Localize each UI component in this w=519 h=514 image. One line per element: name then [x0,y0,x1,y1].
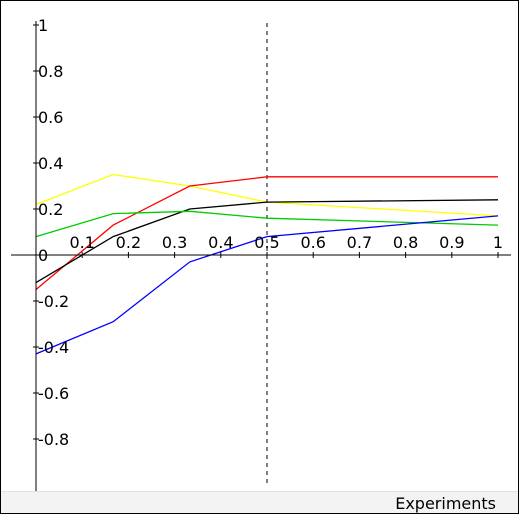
x-tick-label: 0.1 [69,233,94,252]
x-tick-label: 0.7 [347,233,372,252]
x-tick-label: 0.3 [162,233,187,252]
x-tick-label: 0.5 [254,233,279,252]
y-tick-label: 1 [38,16,48,35]
y-tick-label: 0 [38,246,48,265]
y-tick-label: -0.8 [38,430,69,449]
x-tick-label: 0.9 [439,233,464,252]
chart-footer-strip [1,491,518,513]
x-tick-label: 0.4 [208,233,233,252]
y-tick-label: -0.4 [38,338,69,357]
y-tick-label: -0.6 [38,384,69,403]
x-tick-label: 1 [493,233,503,252]
y-tick-label: -0.2 [38,292,69,311]
series-line-5 [35,215,499,355]
x-tick-label: 0.8 [393,233,418,252]
y-tick-label: 0.8 [38,62,63,81]
y-tick-label: 0.6 [38,108,63,127]
x-tick-label: 0.2 [116,233,141,252]
y-tick-label: 0.2 [38,200,63,219]
series-line-3 [35,199,499,284]
series-line-2 [35,176,498,290]
series-line-4 [35,210,499,238]
x-tick-label: 0.6 [300,233,325,252]
y-tick-label: 0.4 [38,154,63,173]
